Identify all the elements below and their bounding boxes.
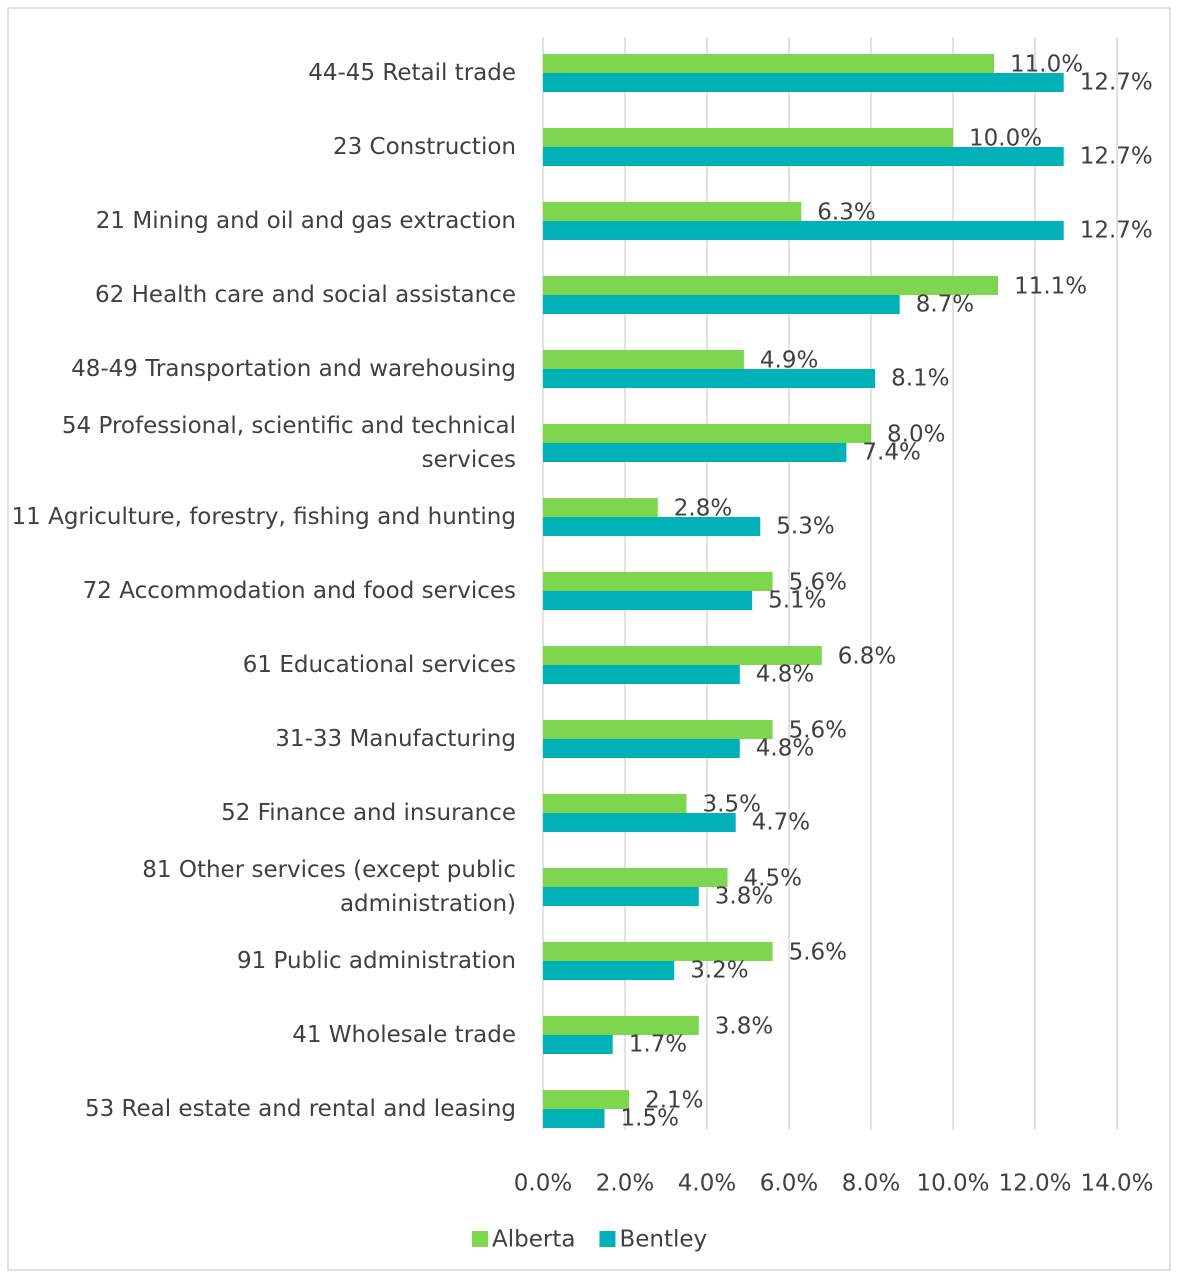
bar (543, 369, 876, 388)
value-label: 1.5% (621, 1106, 679, 1132)
value-label: 5.6% (789, 940, 847, 966)
category-label: 61 Educational services (242, 652, 516, 678)
value-label: 7.4% (862, 440, 920, 466)
bar (543, 739, 740, 758)
bar (543, 295, 900, 314)
x-tick-label: 8.0% (842, 1171, 900, 1197)
bar (543, 794, 687, 813)
bar (543, 665, 740, 684)
bar (543, 498, 658, 517)
bar (543, 572, 773, 591)
bar (543, 813, 736, 832)
bar (543, 73, 1064, 92)
x-tick-label: 2.0% (596, 1171, 654, 1197)
bar (543, 887, 699, 906)
value-label: 4.5% (744, 866, 802, 892)
legend-swatch (472, 1231, 488, 1247)
x-tick-label: 12.0% (998, 1171, 1071, 1197)
bar (543, 424, 871, 443)
bar (543, 517, 761, 536)
bar (543, 202, 802, 221)
category-label: 91 Public administration (236, 948, 516, 974)
value-label: 5.6% (789, 570, 847, 596)
value-label: 3.8% (715, 884, 773, 910)
value-label: 11.1% (1014, 274, 1087, 300)
value-label: 1.7% (629, 1032, 687, 1058)
category-label: 21 Mining and oil and gas extraction (95, 208, 516, 234)
bar (543, 942, 773, 961)
value-label: 5.6% (789, 718, 847, 744)
value-label: 4.8% (756, 736, 814, 762)
value-label: 4.7% (752, 810, 810, 836)
category-label: 53 Real estate and rental and leasing (84, 1096, 516, 1122)
value-label: 8.7% (916, 292, 974, 318)
value-label: 6.8% (838, 644, 896, 670)
x-tick-label: 10.0% (916, 1171, 989, 1197)
category-label: 23 Construction (332, 134, 516, 160)
category-label: 54 Professional, scientific and technica… (61, 413, 516, 473)
x-tick-label: 4.0% (678, 1171, 736, 1197)
category-label: 48-49 Transportation and warehousing (71, 356, 516, 382)
x-tick-label: 0.0% (514, 1171, 572, 1197)
category-label: 41 Wholesale trade (292, 1022, 516, 1048)
bar (543, 147, 1064, 166)
legend-label: Bentley (619, 1227, 707, 1253)
bar (543, 720, 773, 739)
category-label: 81 Other services (except public adminis… (142, 857, 516, 917)
value-label: 5.1% (768, 588, 826, 614)
category-label: 11 Agriculture, forestry, fishing and hu… (11, 504, 516, 530)
value-label: 3.8% (715, 1014, 773, 1040)
value-label: 3.2% (690, 958, 748, 984)
bar (543, 591, 753, 610)
bar (543, 1109, 605, 1128)
value-label: 12.7% (1080, 70, 1153, 96)
bar (543, 221, 1064, 240)
legend-swatch (599, 1231, 616, 1247)
value-label: 8.0% (887, 422, 945, 448)
bar (543, 868, 728, 887)
x-tick-label: 6.0% (760, 1171, 818, 1197)
bar (543, 128, 953, 147)
bar (543, 1016, 699, 1035)
category-label: 52 Finance and insurance (221, 800, 516, 826)
value-label: 8.1% (891, 366, 949, 392)
category-label: 44-45 Retail trade (308, 60, 516, 86)
value-label: 5.3% (776, 514, 834, 540)
value-label: 12.7% (1080, 218, 1153, 244)
category-label: 31-33 Manufacturing (275, 726, 516, 752)
bar (543, 443, 847, 462)
bar (543, 1035, 613, 1054)
category-label: 72 Accommodation and food services (82, 578, 516, 604)
x-tick-label: 14.0% (1080, 1171, 1153, 1197)
bar (543, 276, 999, 295)
chart-border (7, 7, 1171, 1271)
value-label: 4.8% (756, 662, 814, 688)
bar (543, 646, 822, 665)
category-label: 62 Health care and social assistance (95, 282, 516, 308)
value-label: 2.1% (645, 1088, 703, 1114)
bar (543, 54, 994, 73)
value-label: 12.7% (1080, 144, 1153, 170)
bar (543, 1090, 630, 1109)
bar (543, 961, 675, 980)
bar (543, 350, 744, 369)
legend-label: Alberta (492, 1227, 575, 1253)
